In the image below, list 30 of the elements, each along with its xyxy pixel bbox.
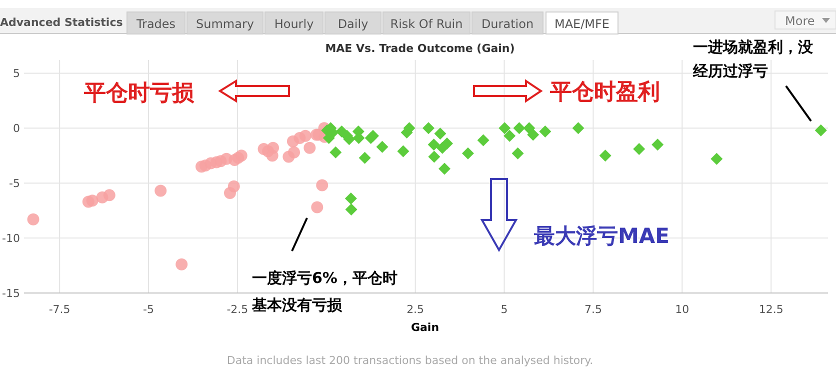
y-tick-label: -10 bbox=[2, 232, 20, 246]
annotation: 平仓时盈利 bbox=[549, 80, 660, 105]
text: Hourly bbox=[274, 17, 314, 31]
x-tick-label: 7.5 bbox=[584, 303, 602, 316]
text: More bbox=[785, 14, 815, 28]
y-tick-label: -15 bbox=[2, 287, 20, 300]
x-tick-label: -7.5 bbox=[48, 303, 70, 316]
x-tick-label: 12.5 bbox=[758, 303, 784, 316]
text: Data includes last 200 transactions based on the analysed history. bbox=[226, 354, 594, 367]
annotation: 平仓时亏损 bbox=[83, 81, 195, 106]
y-tick-label: 0 bbox=[13, 122, 20, 136]
x-tick-label: 10 bbox=[675, 303, 690, 316]
text: Trades bbox=[135, 17, 176, 31]
x-tick-label: 2.5 bbox=[406, 303, 424, 316]
y-tick-label: 5 bbox=[13, 67, 20, 80]
x-tick-label: -5 bbox=[143, 303, 154, 316]
chart-title: MAE Vs. Trade Outcome (Gain) bbox=[325, 42, 515, 55]
text: Risk Of Ruin bbox=[390, 17, 463, 31]
text: Duration bbox=[481, 17, 534, 31]
annotation: 一度浮亏6%，平仓时基本没有亏损 bbox=[251, 269, 398, 314]
text: MAE/MFE bbox=[554, 17, 610, 31]
y-tick-label: -5 bbox=[9, 177, 20, 190]
text: Summary bbox=[196, 17, 254, 31]
annotation: 一进场就盈利，没经历过浮亏 bbox=[692, 38, 814, 80]
text: Daily bbox=[338, 17, 368, 31]
x-tick-label: -2.5 bbox=[226, 303, 248, 316]
text: Advanced Statistics bbox=[0, 16, 124, 29]
x-axis-title: Gain bbox=[410, 321, 440, 334]
annotation: 最大浮亏MAE bbox=[533, 224, 670, 248]
x-tick-label: 5 bbox=[500, 303, 508, 316]
